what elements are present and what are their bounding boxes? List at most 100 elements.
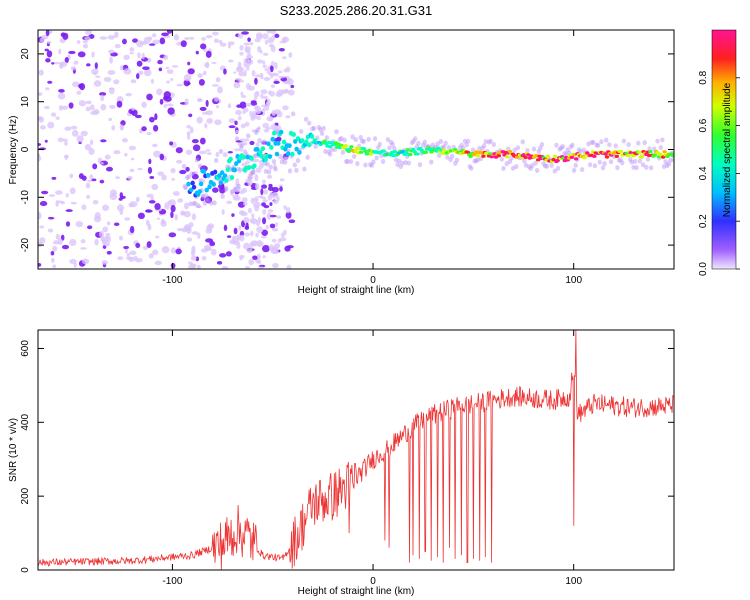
noise-blob [100,139,107,143]
noise-blob [130,157,135,161]
ridge-cell [415,152,420,156]
ridge-halo [648,165,654,171]
ridge-cell [670,154,674,158]
noise-blob [263,204,270,209]
noise-blob [121,38,127,45]
ridge-cell [259,153,264,159]
noise-blob [39,116,45,123]
ridge-halo [291,111,296,117]
noise-blob [55,116,60,120]
noise-blob [123,68,132,75]
noise-blob [243,216,250,224]
snr-axes: -100 0 100 0 200 400 600 [20,330,674,587]
ridge-halo [563,151,569,157]
ridge-cell [368,152,374,156]
noise-blob [222,152,228,158]
noise-blob [135,196,140,203]
noise-blob [274,33,280,38]
noise-blob [123,245,130,250]
noise-blob [256,32,263,39]
ridge-cell [603,152,608,156]
noise-blob [87,225,93,230]
noise-blob [221,265,229,269]
noise-blob [234,78,242,81]
ridge-cell [523,155,528,160]
noise-blob [204,196,213,204]
noise-blob [128,202,135,208]
noise-blob [186,132,191,141]
noise-blob [159,37,166,45]
ridge-halo [647,146,652,152]
ridge-halo [449,153,455,159]
ridge-halo [353,137,358,143]
noise-blob [75,220,84,228]
ridge-halo [324,135,330,141]
noise-blob [180,40,187,48]
noise-blob [171,177,175,181]
y-tick-label: 0 [20,567,31,573]
noise-blob [241,31,249,35]
ridge-cell [278,129,284,135]
ridge-halo [448,157,453,163]
noise-blob [251,213,255,219]
noise-blob [257,59,263,64]
noise-blob [223,224,228,232]
noise-blob [115,176,121,179]
noise-blob [262,255,266,259]
noise-blob [64,56,69,64]
noise-blob [243,201,248,206]
ridge-halo [183,185,188,191]
noise-blob [271,192,279,199]
ridge-cell [263,157,268,163]
ridge-halo [250,169,256,175]
ridge-halo [534,167,540,173]
ridge-halo [655,138,660,144]
noise-blob [285,206,291,214]
ridge-halo [645,156,651,162]
noise-blob [53,61,61,65]
ridge-halo [499,156,505,162]
noise-blob [50,257,55,263]
noise-blob [261,179,266,184]
ridge-cell [218,180,223,186]
noise-blob [245,102,252,107]
noise-blob [230,190,234,196]
noise-blob [209,241,216,247]
noise-blob [88,147,95,155]
ridge-cell [312,138,318,142]
ridge-cell [287,143,292,149]
noise-blob [127,176,133,180]
snr-ylabel: SNR (10 * v/v) [8,418,19,482]
ridge-halo [661,164,667,170]
ridge-halo [573,162,578,168]
noise-blob [147,166,153,174]
noise-blob [143,68,152,77]
ridge-halo [538,145,543,151]
noise-blob [124,217,131,221]
ridge-cell [441,148,447,152]
noise-blob [45,30,50,37]
noise-blob [148,200,156,204]
ridge-cell [269,144,274,150]
noise-blob [197,73,203,78]
ridge-halo [533,160,538,166]
noise-blob [260,235,267,239]
ridge-halo [303,116,309,122]
noise-blob [273,163,277,170]
ridge-halo [311,125,317,131]
noise-blob [106,221,111,226]
ridge-cell [249,155,254,161]
snr-marks [38,330,674,570]
noise-blob [161,246,170,254]
noise-blob [89,104,95,111]
noise-blob [170,247,176,254]
ridge-halo [205,198,211,204]
noise-blob [195,154,202,162]
ridge-cell [637,150,642,155]
colorbar-label: Normalized spectral amplitude [722,82,733,217]
noise-blob [61,244,70,250]
ridge-cell [343,144,348,148]
ridge-halo [429,159,434,165]
ridge-cell [453,147,458,152]
